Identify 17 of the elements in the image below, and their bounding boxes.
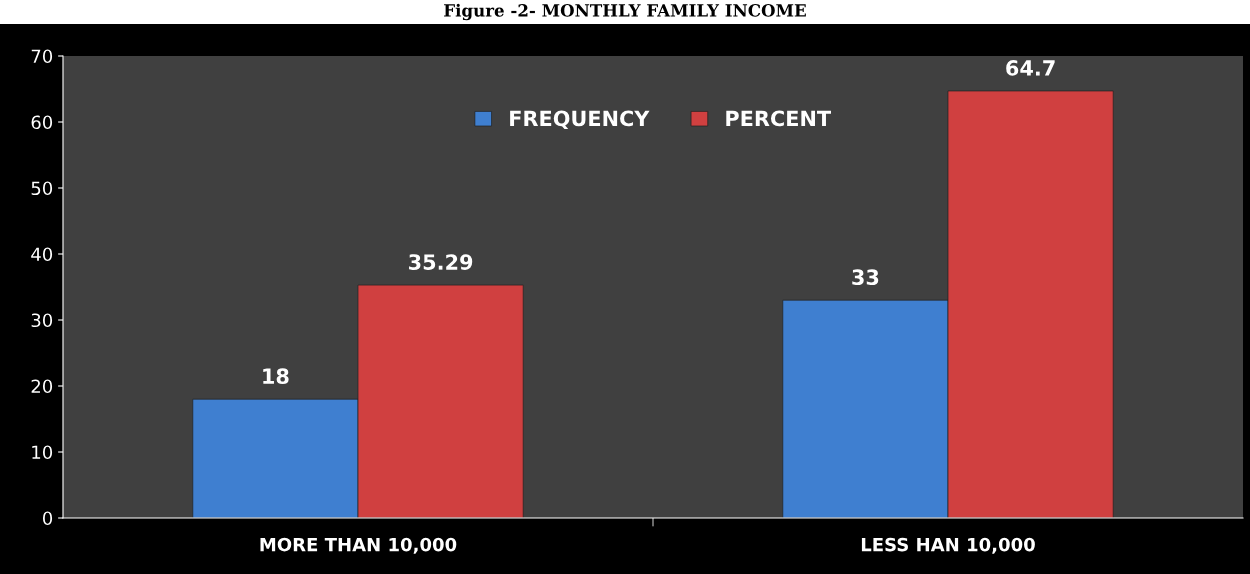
y-tick-label: 50 xyxy=(31,181,53,196)
y-tick-label: 60 xyxy=(31,115,53,130)
data-label: 33 xyxy=(852,269,879,286)
y-tick-label: 70 xyxy=(31,49,53,64)
x-tick-label: LESS HAN 10,000 xyxy=(861,537,1035,554)
x-tick-label: MORE THAN 10,000 xyxy=(260,537,457,554)
legend-label: FREQUENCY xyxy=(510,110,650,130)
legend-label: PERCENT xyxy=(726,110,831,127)
y-tick-label: 0 xyxy=(42,511,53,526)
y-tick-label: 10 xyxy=(32,445,53,460)
data-label: 35.29 xyxy=(409,254,473,270)
chart-title: Figure -2- MONTHLY FAMILY INCOME xyxy=(444,3,806,21)
y-tick-label: 40 xyxy=(31,247,53,262)
y-tick-label: 30 xyxy=(31,313,53,328)
data-label: 18 xyxy=(263,368,289,385)
data-label: 64.7 xyxy=(1006,60,1055,76)
y-tick-label: 20 xyxy=(31,379,53,394)
